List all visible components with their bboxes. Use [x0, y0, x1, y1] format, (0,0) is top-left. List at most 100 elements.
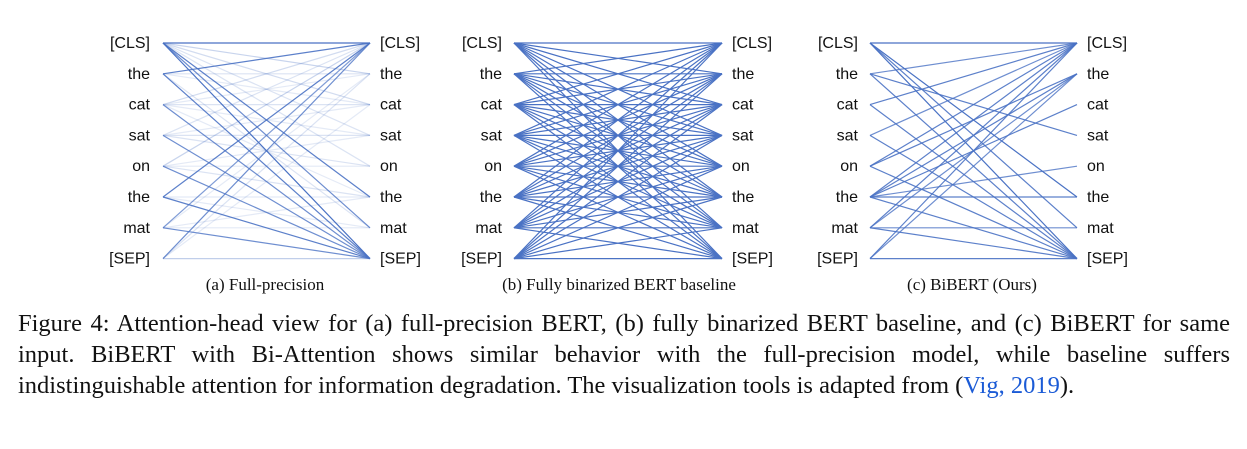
caption-tail: ). [1059, 372, 1075, 399]
left-token: cat [837, 97, 859, 114]
panel-b-right-tokens: [CLS] the cat sat on the mat [SEP] [732, 35, 773, 268]
right-token: [SEP] [380, 251, 421, 268]
attention-edge [513, 42, 723, 260]
attention-edge [513, 73, 723, 260]
attention-edge [162, 134, 371, 167]
attention-edge [162, 134, 371, 167]
left-token: the [836, 66, 858, 83]
left-token: on [840, 158, 858, 175]
attention-edge [162, 42, 371, 167]
citation-year: 2019 [1010, 372, 1060, 399]
right-token: the [1087, 189, 1109, 206]
attention-edge [869, 42, 1078, 198]
left-token: [CLS] [110, 35, 150, 52]
attention-edge [162, 104, 371, 198]
attention-edge [162, 104, 371, 136]
caption-text: Figure 4: Attention-head view for (a) fu… [18, 310, 1230, 399]
right-token: mat [732, 220, 759, 237]
panel-a-left-tokens: [CLS] the cat sat on the mat [SEP] [109, 35, 150, 268]
attention-edge [162, 73, 371, 229]
panel-b: [CLS] the cat sat on the mat [SEP] [CLS] the cat s… [461, 35, 773, 294]
left-token: sat [481, 127, 503, 144]
attention-edge [869, 42, 1078, 75]
right-token: on [1087, 158, 1105, 175]
left-token: on [132, 158, 150, 175]
left-token: cat [481, 97, 503, 114]
right-token: on [732, 158, 750, 175]
left-token: [SEP] [817, 251, 858, 268]
attention-edge [869, 42, 1078, 229]
panel-c: [CLS] the cat sat on the mat [SEP] [CLS] the cat s… [817, 35, 1128, 294]
right-token: the [1087, 66, 1109, 83]
right-token: on [380, 158, 398, 175]
right-token: [SEP] [732, 251, 773, 268]
attention-edge [513, 42, 723, 167]
attention-edge [162, 42, 371, 229]
citation-link[interactable]: Vig, 2019 [963, 372, 1060, 399]
attention-edge [162, 73, 371, 229]
left-token: sat [129, 127, 151, 144]
attention-edge [162, 42, 371, 106]
panel-a: [CLS] the cat sat on the mat [SEP] [CLS] the cat s… [109, 35, 421, 294]
right-token: mat [380, 220, 407, 237]
attention-edge [513, 42, 723, 198]
right-token: mat [1087, 220, 1114, 237]
right-token: sat [380, 127, 402, 144]
right-token: the [732, 189, 754, 206]
attention-edge [162, 42, 371, 75]
right-token: the [380, 189, 402, 206]
attention-edge [162, 134, 371, 260]
left-token: [SEP] [109, 251, 150, 268]
attention-edge [869, 165, 1078, 260]
attention-edge [869, 42, 1078, 167]
right-token: [SEP] [1087, 251, 1128, 268]
attention-edge [513, 42, 723, 229]
attention-edge [513, 227, 723, 260]
left-token: [CLS] [818, 35, 858, 52]
panel-a-edges [162, 42, 371, 260]
right-token: [CLS] [1087, 35, 1127, 52]
attention-edge [513, 134, 723, 260]
attention-edge [513, 104, 723, 260]
right-token: cat [1087, 97, 1109, 114]
right-token: cat [380, 97, 402, 114]
right-token: the [732, 66, 754, 83]
attention-edge [869, 42, 1078, 260]
left-token: mat [475, 220, 502, 237]
left-token: [SEP] [461, 251, 502, 268]
panel-a-caption: (a) Full-precision [206, 275, 325, 294]
left-token: on [484, 158, 502, 175]
left-token: sat [837, 127, 859, 144]
attention-edge [162, 73, 371, 106]
attention-edge [162, 165, 371, 260]
attention-edge [513, 165, 723, 260]
panel-b-edges [513, 42, 723, 260]
attention-edge [869, 42, 1078, 136]
attention-edge [162, 42, 371, 106]
left-token: mat [123, 220, 150, 237]
panel-b-left-tokens: [CLS] the cat sat on the mat [SEP] [461, 35, 502, 268]
left-token: the [480, 189, 502, 206]
attention-edge [162, 104, 371, 260]
right-token: sat [732, 127, 754, 144]
attention-edge [162, 104, 371, 260]
left-token: the [836, 189, 858, 206]
attention-edge [513, 42, 723, 136]
attention-edge [162, 196, 371, 229]
attention-figure: [CLS] the cat sat on the mat [SEP] [CLS] the cat s… [109, 35, 1128, 294]
right-token: sat [1087, 127, 1109, 144]
panel-c-caption: (c) BiBERT (Ours) [907, 275, 1037, 294]
attention-edge [513, 42, 723, 75]
attention-edge [869, 73, 1078, 260]
attention-edge [162, 73, 371, 260]
panel-c-edges [869, 42, 1078, 260]
left-token: the [128, 66, 150, 83]
panel-c-right-tokens: [CLS] the cat sat on the mat [SEP] [1087, 35, 1128, 268]
left-token: [CLS] [462, 35, 502, 52]
left-token: cat [129, 97, 151, 114]
left-token: the [480, 66, 502, 83]
attention-edge [869, 42, 1078, 106]
attention-edge [162, 73, 371, 106]
left-token: the [128, 189, 150, 206]
attention-edge [162, 42, 371, 260]
